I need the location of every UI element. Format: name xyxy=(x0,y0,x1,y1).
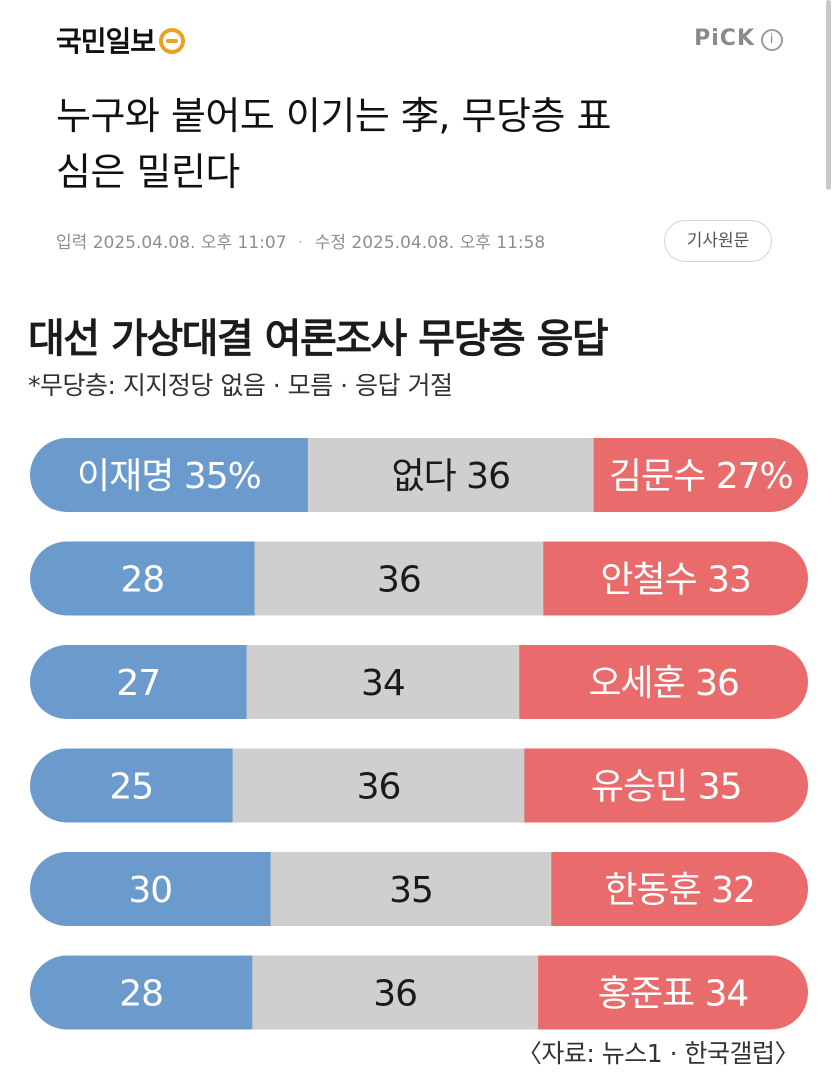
publisher-logo[interactable]: 국민일보 xyxy=(56,20,186,60)
bar-row-5 xyxy=(30,852,808,926)
bar-segment-lee xyxy=(30,438,309,512)
bar-label-none: 없다 36 xyxy=(392,456,511,497)
bar-label-lee: 25 xyxy=(109,767,153,808)
bar-segment-lee xyxy=(30,541,256,616)
bar-label-opponent: 한동훈 32 xyxy=(604,870,755,911)
bar-segment-none xyxy=(270,852,552,926)
edit-time: 2025.04.08. 오후 11:58 xyxy=(351,233,546,253)
bar-label-none: 36 xyxy=(373,974,417,1015)
pick-label: PiCK xyxy=(694,26,755,51)
article-header: 국민일보 PiCK i xyxy=(56,18,783,62)
bar-label-none: 35 xyxy=(389,870,433,911)
bar-segment-none xyxy=(254,541,544,616)
bar-segment-lee xyxy=(30,748,234,823)
scrollbar[interactable] xyxy=(826,0,831,190)
input-label: 입력 xyxy=(56,233,88,253)
bar-label-lee: 28 xyxy=(120,560,164,601)
bar-label-opponent: 안철수 33 xyxy=(600,560,751,601)
chart-title: 대선 가상대결 여론조사 무당층 응답 xyxy=(28,316,609,362)
bar-row-2 xyxy=(30,541,808,616)
bar-segment-opponent xyxy=(593,438,808,512)
bar-label-opponent: 오세훈 36 xyxy=(588,663,739,704)
article-headline: 누구와 붙어도 이기는 李, 무당층 표 심은 밀린다 xyxy=(56,88,776,200)
bar-segment-none xyxy=(246,645,520,719)
bar-segment-none xyxy=(307,438,595,512)
chart-source: 〈자료: 뉴스1 · 한국갤럽〉 xyxy=(516,1039,800,1068)
bar-row-1 xyxy=(30,438,808,512)
bar-label-lee: 30 xyxy=(128,870,172,911)
bar-segment-opponent xyxy=(551,852,808,926)
bar-segment-lee xyxy=(30,645,248,719)
pick-badge[interactable]: PiCK i xyxy=(694,26,783,51)
headline-line-1: 누구와 붙어도 이기는 李, 무당층 표 xyxy=(56,94,611,138)
bar-segment-opponent xyxy=(543,541,808,616)
article-timestamps: 입력 2025.04.08. 오후 11:07 · 수정 2025.04.08.… xyxy=(56,228,545,253)
bar-segment-none xyxy=(232,748,525,823)
bar-label-none: 36 xyxy=(357,767,401,808)
publisher-logo-icon xyxy=(159,28,186,54)
bar-segment-opponent xyxy=(524,748,808,823)
bar-label-lee: 27 xyxy=(116,663,160,704)
bar-segment-opponent xyxy=(538,955,808,1030)
bar-label-none: 36 xyxy=(377,560,421,601)
bar-row-6 xyxy=(30,955,808,1030)
bar-segment-opponent xyxy=(519,645,808,719)
bar-row-3 xyxy=(30,645,808,719)
bar-label-lee: 이재명 35% xyxy=(77,456,261,497)
bar-segment-none xyxy=(252,955,539,1030)
bar-label-none: 34 xyxy=(361,663,405,704)
bar-segment-lee xyxy=(30,852,272,926)
edit-label: 수정 xyxy=(314,233,347,253)
bar-label-opponent: 홍준표 34 xyxy=(598,974,749,1015)
bar-label-lee: 28 xyxy=(119,974,163,1015)
bar-row-4 xyxy=(30,748,808,823)
bar-segment-lee xyxy=(30,955,253,1030)
publisher-name: 국민일보 xyxy=(56,25,156,58)
info-icon[interactable]: i xyxy=(761,29,783,51)
bar-label-opponent: 김문수 27% xyxy=(609,456,793,497)
headline-line-2: 심은 밀린다 xyxy=(56,150,240,194)
meta-separator: · xyxy=(297,233,304,253)
input-time: 2025.04.08. 오후 11:07 xyxy=(92,233,287,253)
bar-label-opponent: 유승민 35 xyxy=(591,767,742,808)
original-article-button[interactable]: 기사원문 xyxy=(664,220,772,262)
chart-note: *무당층: 지지정당 없음 · 모름 · 응답 거절 xyxy=(28,371,453,400)
